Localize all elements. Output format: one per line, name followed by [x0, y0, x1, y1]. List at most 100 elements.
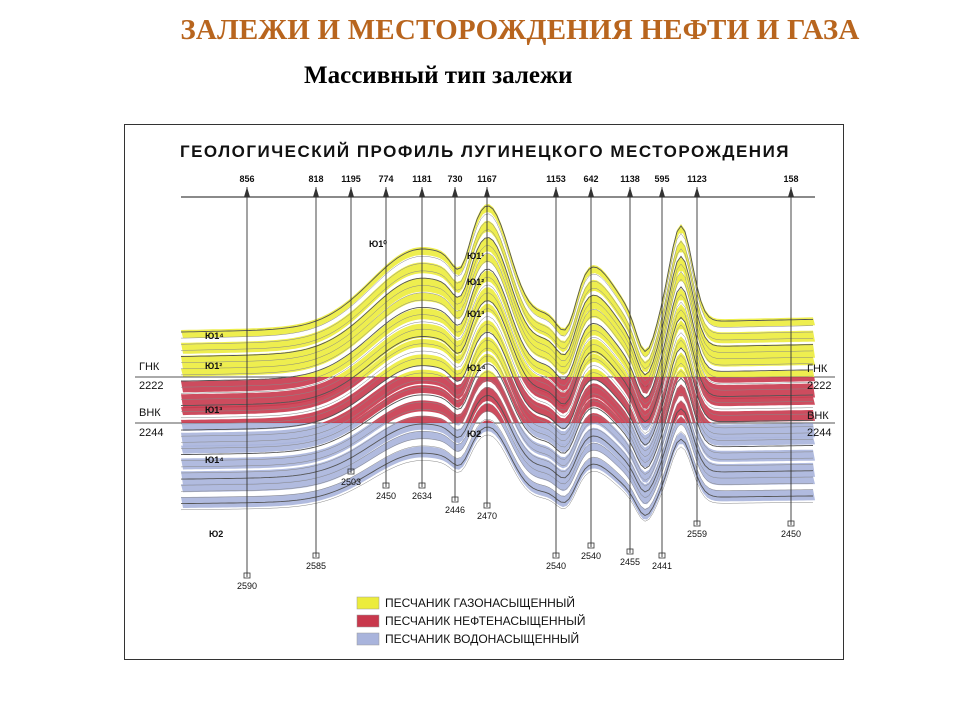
- layer-label: Ю1⁴: [467, 363, 486, 373]
- well-depth-label: 2559: [687, 529, 707, 539]
- well-head-marker: [244, 187, 250, 197]
- sandstone-band-water: [181, 423, 815, 520]
- well-head-marker: [788, 187, 794, 197]
- geologic-profile-figure: ГЕОЛОГИЧЕСКИЙ ПРОФИЛЬ ЛУГИНЕЦКОГО МЕСТОР…: [124, 124, 844, 660]
- well-depth-label: 2590: [237, 581, 257, 591]
- well-depth-label: 2455: [620, 557, 640, 567]
- gnk-label-left: ГНК: [139, 361, 160, 373]
- stratigraphic-line: [181, 213, 813, 358]
- sandstone-band-oil: [321, 377, 713, 423]
- stratigraphic-line: [181, 403, 814, 499]
- stratigraphic-line: [180, 261, 814, 393]
- stratigraphic-line: [180, 363, 814, 470]
- legend: ПЕСЧАНИК ГАЗОНАСЫЩЕННЫЙ ПЕСЧАНИК НЕФТЕНА…: [356, 595, 586, 646]
- well-depth-label: 2540: [546, 561, 566, 571]
- stratigraphic-line: [180, 300, 814, 423]
- well-depth-label: 2441: [652, 561, 672, 571]
- vnk-label-left: ВНК: [139, 407, 161, 419]
- well-bottom-marker: [347, 468, 355, 475]
- sandstone-band-water: [181, 423, 658, 446]
- layer-label: Ю1¹: [467, 251, 484, 261]
- stratigraphic-line: [180, 237, 814, 376]
- well-name-label: 1123: [687, 174, 707, 184]
- legend-swatch-water: [356, 632, 380, 646]
- stratigraphic-line: [181, 268, 814, 399]
- layer-label: Ю1³: [205, 405, 222, 415]
- well-head-marker: [659, 187, 665, 197]
- profile-heading: ГЕОЛОГИЧЕСКИЙ ПРОФИЛЬ ЛУГИНЕЦКОГО МЕСТОР…: [180, 142, 790, 161]
- well-bottom-marker: [658, 552, 666, 559]
- stratigraphic-line: [180, 221, 814, 364]
- stratigraphic-line: [180, 434, 813, 522]
- layer-label: Ю1⁰: [369, 239, 387, 249]
- well-name-label: 642: [583, 174, 598, 184]
- sandstone-band-gas: [334, 287, 706, 377]
- well-bottom-marker: [418, 482, 426, 489]
- legend-swatch-oil: [356, 614, 380, 628]
- well-bottom-marker: [693, 520, 701, 527]
- vnk-label-right: ВНК: [807, 410, 829, 422]
- well-depth-label: 2446: [445, 505, 465, 515]
- well-head-marker: [313, 187, 319, 197]
- well-name-label: 1138: [620, 174, 640, 184]
- well-name-label: 1153: [546, 174, 566, 184]
- well-name-label: 1181: [412, 174, 432, 184]
- sandstone-band-gas: [293, 270, 815, 377]
- layer-label: Ю1²: [205, 361, 222, 371]
- wells-group: 856 2590 818 2585 1195 2503 774 2450 1181 2634 730…: [237, 174, 801, 591]
- well-head-marker: [627, 187, 633, 197]
- layer-label: Ю2: [467, 429, 481, 439]
- well-name-label: 1195: [341, 174, 361, 184]
- well-name-label: 158: [783, 174, 798, 184]
- well-name-label: 730: [447, 174, 462, 184]
- sandstone-band-oil: [181, 377, 815, 423]
- stratigraphic-line: [180, 379, 814, 481]
- slide-title: ЗАЛЕЖИ И МЕСТОРОЖДЕНИЯ НЕФТИ И ГАЗА: [180, 14, 860, 46]
- sandstone-band-oil: [181, 377, 815, 409]
- stratigraphic-line: [181, 292, 814, 417]
- well-bottom-marker: [243, 572, 251, 579]
- well-head-marker: [419, 187, 425, 197]
- well-bottom-marker: [787, 520, 795, 527]
- sandstone-band-water: [181, 423, 815, 468]
- stratigraphic-line: [181, 347, 813, 458]
- gnk-depth-left: 2222: [139, 380, 163, 392]
- sandstone-band-gas: [471, 353, 687, 377]
- stratigraphic-line: [180, 411, 814, 505]
- well-depth-label: 2585: [306, 561, 326, 571]
- well-name-label: 1167: [477, 174, 497, 184]
- vnk-depth-left: 2244: [139, 427, 163, 439]
- stratigraphic-line: [180, 308, 813, 428]
- sandstone-band-oil: [371, 377, 696, 423]
- sandstone-band-oil: [481, 420, 494, 423]
- sandstone-band-oil: [181, 377, 815, 423]
- well-head-marker: [383, 187, 389, 197]
- well-bottom-marker: [382, 482, 390, 489]
- sandstone-band-water: [181, 423, 815, 505]
- gnk-depth-right: 2222: [807, 380, 831, 392]
- well-depth-label: 2634: [412, 491, 432, 501]
- stratigraphic-line: [181, 418, 814, 510]
- layer-label: Ю1²: [467, 277, 484, 287]
- well-name-label: 595: [654, 174, 669, 184]
- geologic-profile-svg: ГЕОЛОГИЧЕСКИЙ ПРОФИЛЬ ЛУГИНЕЦКОГО МЕСТОР…: [135, 142, 835, 646]
- strata-layers: [180, 204, 815, 522]
- stratigraphic-line: [180, 276, 814, 405]
- sandstone-band-gas: [181, 237, 815, 377]
- layer-labels: Ю1⁰ Ю1¹ Ю1² Ю1³ Ю1⁴ Ю1⁴ Ю1² Ю1³ Ю1⁴ Ю2 Ю2: [205, 239, 486, 539]
- stratigraphic-line: [180, 331, 813, 446]
- well-head-marker: [553, 187, 559, 197]
- gnk-label-right: ГНК: [807, 363, 828, 375]
- stratigraphic-line: [180, 355, 814, 464]
- well-bottom-marker: [552, 552, 560, 559]
- well-name-label: 818: [308, 174, 323, 184]
- layer-label: Ю1⁴: [205, 331, 224, 341]
- sandstone-band-oil: [349, 377, 701, 423]
- stratigraphic-line: [181, 324, 813, 440]
- well-bottom-marker: [587, 542, 595, 549]
- well-bottom-marker: [626, 548, 634, 555]
- slide-subtitle: Массивный тип залежи: [304, 62, 573, 89]
- sandstone-band-oil: [638, 377, 653, 388]
- stratigraphic-line: [180, 205, 813, 353]
- sandstone-band-gas: [356, 303, 700, 377]
